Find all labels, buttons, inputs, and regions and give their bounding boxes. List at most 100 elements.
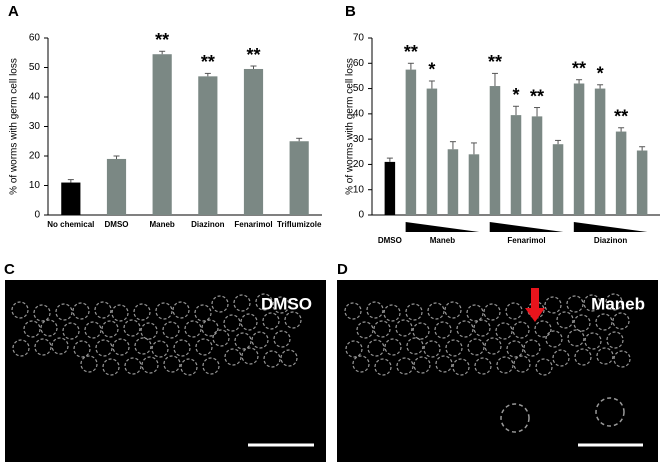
x-tick-label: Diazinon xyxy=(191,220,224,229)
nucleus xyxy=(373,320,391,338)
y-tick-label: 60 xyxy=(29,33,41,44)
significance: ** xyxy=(201,52,215,72)
nucleus xyxy=(583,294,601,312)
nucleus xyxy=(173,339,191,357)
nucleus xyxy=(263,350,281,368)
x-tick-label: Triflumizole xyxy=(277,220,322,229)
y-tick-label: 20 xyxy=(29,151,41,162)
dose-wedge xyxy=(405,222,480,232)
bar xyxy=(447,149,459,215)
nucleus xyxy=(595,313,613,331)
nucleus xyxy=(352,355,370,373)
nucleus xyxy=(512,321,530,339)
bar xyxy=(426,88,438,215)
nucleus xyxy=(112,338,130,356)
bar xyxy=(61,182,81,215)
x-tick-label: Maneb xyxy=(149,220,174,229)
nucleus xyxy=(111,304,129,322)
nucleus xyxy=(280,349,298,367)
image-label: DMSO xyxy=(261,294,312,313)
nucleus xyxy=(84,321,102,339)
nucleus xyxy=(101,320,119,338)
nucleus xyxy=(94,301,112,319)
y-tick-label: 30 xyxy=(29,121,41,132)
nucleus xyxy=(434,321,452,339)
nucleus xyxy=(202,357,220,375)
y-tick-label: 0 xyxy=(34,210,40,221)
nucleus xyxy=(473,319,491,337)
y-axis-label: % of worms with germ cell loss xyxy=(345,58,356,195)
y-tick-label: 40 xyxy=(29,92,41,103)
nucleus xyxy=(23,320,41,338)
y-tick-label: 30 xyxy=(353,134,365,145)
x-tick-label: DMSO xyxy=(105,220,129,229)
y-tick-label: 40 xyxy=(353,108,365,119)
nucleus xyxy=(140,322,158,340)
nucleus xyxy=(413,356,431,374)
nucleus xyxy=(33,304,51,322)
nucleus xyxy=(366,301,384,319)
nucleus xyxy=(566,295,584,313)
significance: ** xyxy=(246,45,260,65)
nucleus xyxy=(124,357,142,375)
nucleus xyxy=(544,296,562,314)
nucleus xyxy=(273,330,291,348)
nucleus xyxy=(500,403,530,433)
nucleus xyxy=(344,302,362,320)
nucleus xyxy=(456,320,474,338)
nucleus xyxy=(596,347,614,365)
nucleus xyxy=(474,357,492,375)
nucleus xyxy=(241,347,259,365)
micrograph xyxy=(5,280,326,462)
significance: ** xyxy=(572,58,586,78)
nucleus xyxy=(133,303,151,321)
nucleus xyxy=(195,338,213,356)
nucleus xyxy=(466,304,484,322)
bar xyxy=(198,76,218,215)
nucleus xyxy=(556,311,574,329)
nucleus xyxy=(513,355,531,373)
nucleus xyxy=(163,355,181,373)
y-tick-label: 20 xyxy=(353,159,365,170)
nucleus xyxy=(396,357,414,375)
nucleus xyxy=(62,322,80,340)
nucleus xyxy=(212,329,230,347)
nucleus xyxy=(201,319,219,337)
nucleus xyxy=(445,339,463,357)
nucleus xyxy=(483,303,501,321)
nucleus xyxy=(184,320,202,338)
arrow xyxy=(525,288,545,322)
nucleus xyxy=(574,348,592,366)
significance: * xyxy=(428,60,435,80)
nucleus xyxy=(102,358,120,376)
bar xyxy=(384,161,396,215)
x-tick-label: No chemical xyxy=(47,220,94,229)
nucleus xyxy=(234,332,252,350)
nucleus xyxy=(374,358,392,376)
bar xyxy=(405,69,417,215)
nucleus xyxy=(605,293,623,311)
nucleus xyxy=(452,358,470,376)
y-tick-label: 50 xyxy=(353,83,365,94)
y-tick-label: 10 xyxy=(29,180,41,191)
nucleus xyxy=(567,329,585,347)
significance: * xyxy=(512,85,519,105)
nucleus xyxy=(467,338,485,356)
cells xyxy=(11,293,631,433)
nucleus xyxy=(223,314,241,332)
nucleus xyxy=(251,331,269,349)
dose-wedge xyxy=(489,222,564,232)
y-axis-label: % of worms with germ cell loss xyxy=(9,58,20,195)
significance: ** xyxy=(614,107,628,127)
nucleus xyxy=(224,348,242,366)
bar xyxy=(489,86,501,216)
y-tick-label: 10 xyxy=(353,184,365,195)
bar xyxy=(615,131,627,215)
x-tick-label: Maneb xyxy=(430,236,455,245)
bar xyxy=(552,144,564,215)
dose-wedge xyxy=(573,222,648,232)
x-tick-label: DMSO xyxy=(378,236,402,245)
nucleus xyxy=(172,301,190,319)
nucleus xyxy=(194,304,212,322)
nucleus xyxy=(272,296,290,314)
